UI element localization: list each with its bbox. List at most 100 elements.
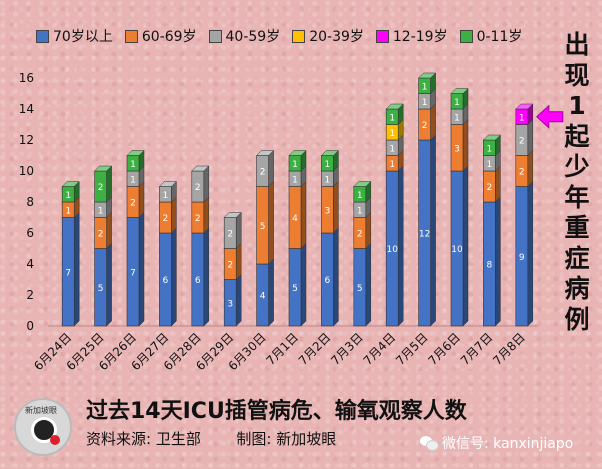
bar-segment-side (171, 227, 177, 327)
side-note-char: 年 (564, 182, 590, 212)
bar-segment-side (462, 118, 469, 172)
bar-value-label: 2 (227, 261, 233, 271)
bar-top-cap (191, 165, 210, 172)
legend-label-60-69: 60-69岁 (141, 29, 197, 45)
bar-segment-side (300, 180, 307, 250)
bar-value-label: 1 (389, 144, 395, 154)
bar-value-label: 6 (325, 276, 331, 286)
bar-segment-side (73, 211, 80, 327)
bar-segment-side (106, 165, 112, 203)
bar-segment-side (462, 165, 469, 327)
bar-value-label: 1 (130, 160, 136, 170)
bar-value-label: 1 (389, 129, 395, 139)
wechat-text: 微信号: kanxinjiapo (442, 436, 574, 452)
bar-value-label: 2 (195, 183, 201, 193)
side-note-char: 病 (564, 274, 590, 303)
bar-value-label: 7 (130, 268, 136, 278)
bar-top-cap (126, 150, 145, 156)
bar-value-label: 12 (419, 230, 430, 240)
bar-value-label: 9 (519, 253, 525, 263)
y-tick-label: 0 (26, 319, 34, 333)
bar-value-label: 2 (487, 183, 493, 193)
side-note-char: 例 (564, 304, 590, 334)
bar-segment-side (527, 118, 534, 157)
chart-title: 过去14天ICU插管病危、输氧观察人数 (86, 399, 467, 424)
bar-segment-side (333, 227, 339, 327)
bar-segment-side (203, 227, 210, 327)
bar-value-label: 2 (357, 230, 363, 240)
bar-top-cap (288, 150, 307, 156)
bar-value-label: 7 (65, 268, 71, 278)
legend-item-40-59: 40-59岁 (208, 26, 280, 46)
bar-top-cap (61, 181, 80, 187)
y-tick-label: 2 (26, 288, 34, 302)
bar-segment-side (527, 149, 534, 188)
bar-value-label: 1 (292, 175, 298, 185)
source-label: 资料来源: (86, 430, 152, 448)
bar-segment-side (527, 180, 534, 327)
bar-value-label: 1 (487, 160, 493, 170)
bar-value-label: 5 (357, 284, 363, 294)
bar-segment-side (235, 211, 242, 250)
bar-value-label: 2 (130, 199, 136, 209)
bar-value-label: 1 (65, 206, 71, 216)
legend-item-60-69: 60-69岁 (124, 26, 197, 46)
bar-top-cap (515, 103, 534, 110)
source-line: 资料来源: 卫生部 制图: 新加坡眼 (86, 428, 336, 449)
bar-value-label: 10 (451, 245, 463, 255)
wechat-id: 微信号: kanxinjiapo (420, 433, 573, 453)
bar-top-cap (158, 181, 178, 187)
legend-item-70plus: 70岁以上 (36, 26, 113, 46)
side-note-char: 起 (564, 121, 590, 151)
bar-top-cap (450, 88, 469, 94)
bar-value-label: 1 (98, 206, 104, 216)
bar-value-label: 2 (195, 214, 201, 224)
side-note-char: 重 (564, 213, 590, 242)
legend-label-70plus: 70岁以上 (53, 29, 113, 45)
bar-value-label: 5 (260, 222, 266, 232)
bar-segment-side (106, 211, 112, 250)
bar-value-label: 1 (519, 113, 525, 123)
side-note-char: 现 (564, 60, 590, 90)
bar-value-label: 2 (422, 121, 428, 131)
bar-value-label: 6 (163, 276, 169, 286)
logo-dot-icon (50, 435, 60, 445)
legend-item-20-39: 20-39岁 (292, 26, 364, 46)
bar-value-label: 1 (357, 191, 363, 201)
bar-value-label: 3 (227, 299, 233, 309)
bar-segment-side (333, 180, 339, 234)
bar-top-cap (385, 103, 404, 110)
bar-segment-side (203, 165, 210, 203)
bar-segment-side (106, 242, 112, 327)
bar-segment-side (235, 273, 242, 327)
bar-value-label: 1 (422, 82, 428, 92)
bar-segment-side (495, 196, 501, 327)
legend-swatch-70plus (36, 29, 49, 43)
bar-segment-side (171, 196, 177, 234)
x-tick-label: 7月3日 (328, 330, 366, 368)
bar-value-label: 1 (325, 160, 331, 170)
side-note-char: 出 (564, 30, 590, 59)
bar-segment-side (138, 180, 145, 219)
bar-value-label: 2 (519, 137, 525, 147)
bar-value-label: 2 (98, 183, 104, 193)
bar-value-label: 1 (292, 160, 298, 170)
x-tick-label: 7月1日 (263, 330, 301, 368)
x-tick-label: 7月5日 (393, 330, 431, 368)
brand-logo: 新加坡眼 (14, 398, 72, 456)
credit-value: 新加坡眼 (276, 430, 337, 448)
bar-segment-side (430, 134, 436, 327)
bar-top-cap (417, 72, 437, 79)
bar-top-cap (93, 165, 113, 172)
bar-value-label: 2 (163, 214, 169, 224)
bar-segment-side (268, 258, 274, 327)
bar-value-label: 4 (292, 214, 298, 224)
bar-segment-side (495, 165, 501, 203)
bar-value-label: 1 (163, 191, 169, 201)
bar-value-label: 5 (98, 284, 104, 294)
bar-top-cap (223, 212, 242, 218)
bar-value-label: 5 (292, 284, 298, 294)
bar-value-label: 1 (454, 113, 460, 123)
bar-segment-side (203, 196, 210, 234)
y-tick-label: 12 (19, 133, 34, 147)
